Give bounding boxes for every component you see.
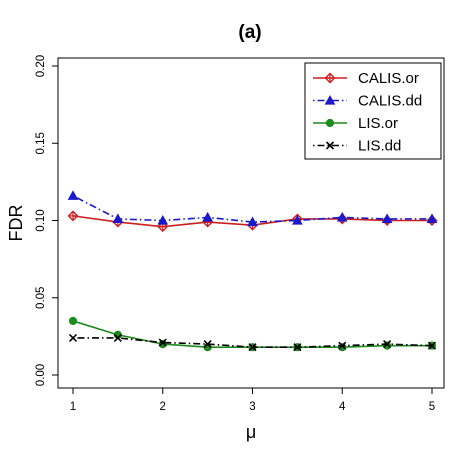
data-point xyxy=(426,213,438,224)
data-point xyxy=(427,341,437,350)
data-point xyxy=(112,213,124,224)
legend: CALIS.or CALIS.dd LIS.or LIS.dd xyxy=(304,62,442,160)
x-tick-label: 4 xyxy=(339,401,346,413)
series-lis-dd xyxy=(68,333,437,352)
data-point xyxy=(67,210,79,222)
legend-box xyxy=(304,62,442,160)
data-point xyxy=(113,333,122,342)
data-point xyxy=(247,216,258,227)
series-layer xyxy=(67,190,438,352)
x-axis: 1 2 3 4 5 xyxy=(70,388,435,413)
data-point xyxy=(292,214,303,225)
data-point xyxy=(158,338,167,347)
legend-label: LIS.dd xyxy=(358,138,401,155)
data-point xyxy=(383,340,392,349)
legend-label: LIS.or xyxy=(358,115,398,132)
y-tick-label: 0.15 xyxy=(35,132,47,154)
legend-label: CALIS.or xyxy=(358,70,419,87)
series-line xyxy=(72,195,432,223)
data-point xyxy=(336,211,348,222)
x-tick-label: 3 xyxy=(249,401,255,413)
legend-marker xyxy=(325,141,335,150)
data-point xyxy=(248,343,257,352)
data-point xyxy=(68,333,78,342)
series-calis-dd xyxy=(67,190,438,227)
data-point xyxy=(203,340,212,349)
data-point xyxy=(157,214,169,225)
data-point xyxy=(338,341,347,350)
y-tick-label: 0.20 xyxy=(35,55,47,77)
x-tick-label: 1 xyxy=(70,401,76,413)
plot-frame xyxy=(57,57,445,389)
chart-title: (a) xyxy=(238,22,261,43)
data-point xyxy=(202,211,213,222)
legend-entry: LIS.or xyxy=(313,115,398,132)
legend-marker xyxy=(325,118,335,128)
legend-label: CALIS.dd xyxy=(358,93,422,110)
y-axis-label: FDR xyxy=(6,205,26,242)
legend-marker xyxy=(324,94,336,105)
y-tick-label: 0.10 xyxy=(35,209,47,231)
legend-entry: CALIS.dd xyxy=(313,93,422,110)
data-point xyxy=(293,343,302,352)
x-tick-label: 5 xyxy=(429,401,435,413)
data-point xyxy=(381,213,393,224)
x-tick-label: 2 xyxy=(160,401,166,413)
series-lis-or xyxy=(68,316,437,352)
x-axis-label: μ xyxy=(246,422,256,442)
data-point xyxy=(67,190,79,200)
data-point xyxy=(68,316,78,326)
legend-marker xyxy=(324,72,336,84)
legend-entry: LIS.dd xyxy=(313,138,401,155)
y-tick-label: 0.05 xyxy=(35,287,47,309)
legend-entry: CALIS.or xyxy=(313,70,419,87)
y-tick-label: 0.00 xyxy=(35,364,47,386)
y-axis: 0.00 0.05 0.10 0.15 0.20 xyxy=(35,55,58,386)
